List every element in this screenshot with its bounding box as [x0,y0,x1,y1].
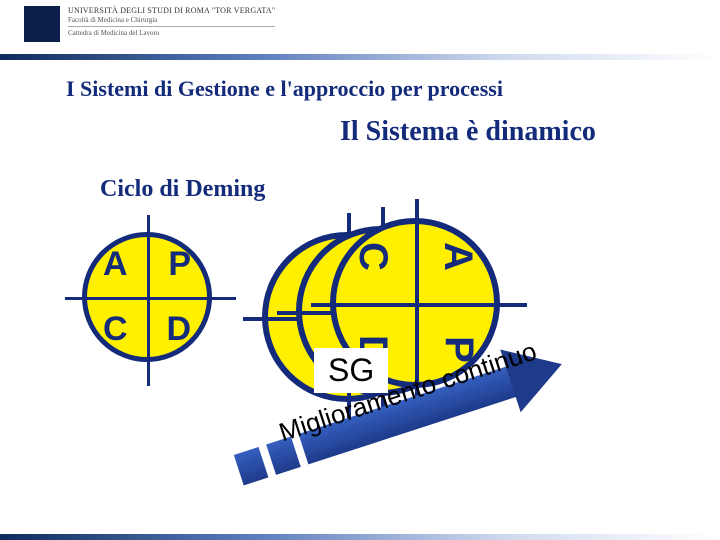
bottom-gradient-divider [0,534,720,540]
deming-wheel-small: A P C D [82,232,212,362]
slide-title: I Sistemi di Gestione e l'approccio per … [66,76,503,102]
institution-line3: Cattedra di Medicina del Lavoro [68,29,275,37]
institution-header: UNIVERSITÀ DEGLI STUDI DI ROMA "TOR VERG… [24,6,275,42]
quadrant-C: C [103,310,128,349]
university-logo [24,6,60,42]
institution-line2: Facoltà di Medicina e Chirurgia [68,16,275,24]
arrow-segment-1 [234,447,269,485]
quadrant-A-rotated: A [435,242,480,271]
quadrant-C-rotated: C [350,242,395,271]
quadrant-D: D [166,310,191,349]
quadrant-A: A [103,245,128,284]
slide-subtitle: Il Sistema è dinamico [340,116,596,148]
institution-line1: UNIVERSITÀ DEGLI STUDI DI ROMA "TOR VERG… [68,6,275,16]
top-gradient-divider [0,54,720,60]
quadrant-P: P [168,245,191,284]
section-title: Ciclo di Deming [100,176,265,203]
institution-separator [68,26,275,27]
